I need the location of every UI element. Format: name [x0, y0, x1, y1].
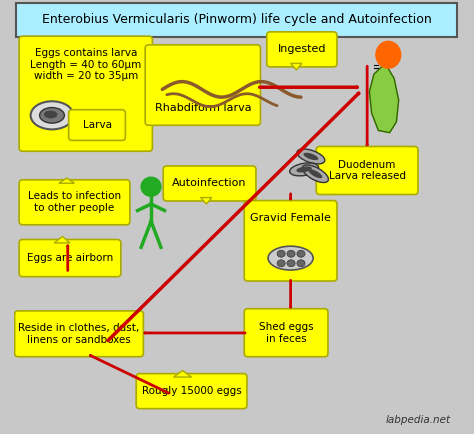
FancyBboxPatch shape — [19, 36, 153, 151]
Text: Reside in clothes, dust,
linens or sandboxes: Reside in clothes, dust, linens or sandb… — [18, 323, 140, 345]
FancyBboxPatch shape — [145, 45, 260, 125]
FancyBboxPatch shape — [19, 180, 130, 225]
Ellipse shape — [297, 149, 325, 164]
Text: Enterobius Vermicularis (Pinworm) life cycle and Autoinfection: Enterobius Vermicularis (Pinworm) life c… — [42, 13, 431, 26]
Text: Larva: Larva — [82, 120, 111, 130]
FancyBboxPatch shape — [19, 240, 121, 277]
Text: Eggs contains larva
Length = 40 to 60μm
width = 20 to 35μm: Eggs contains larva Length = 40 to 60μm … — [30, 48, 141, 82]
Polygon shape — [291, 63, 302, 70]
FancyBboxPatch shape — [244, 309, 328, 357]
Ellipse shape — [287, 250, 295, 257]
Ellipse shape — [268, 246, 313, 270]
Ellipse shape — [31, 101, 73, 129]
FancyBboxPatch shape — [136, 374, 247, 409]
Polygon shape — [54, 237, 70, 243]
Ellipse shape — [277, 250, 285, 257]
Text: Eggs are airborn: Eggs are airborn — [27, 253, 113, 263]
Text: Autoinfection: Autoinfection — [173, 178, 247, 188]
FancyBboxPatch shape — [69, 110, 126, 141]
Text: Shed eggs
in feces: Shed eggs in feces — [259, 322, 313, 344]
Text: Ingested: Ingested — [278, 44, 326, 54]
Text: Leads to infection
to other people: Leads to infection to other people — [28, 191, 121, 213]
Text: Duodenum
Larva released: Duodenum Larva released — [328, 160, 406, 181]
FancyBboxPatch shape — [316, 147, 418, 194]
Ellipse shape — [376, 41, 401, 68]
Ellipse shape — [309, 169, 322, 178]
Ellipse shape — [303, 153, 319, 160]
Ellipse shape — [302, 165, 328, 183]
Ellipse shape — [277, 260, 285, 267]
FancyBboxPatch shape — [163, 166, 256, 201]
Text: Rougly 15000 eggs: Rougly 15000 eggs — [142, 386, 241, 396]
Ellipse shape — [297, 250, 305, 257]
Text: Gravid Female: Gravid Female — [250, 213, 331, 223]
Polygon shape — [59, 178, 74, 183]
Ellipse shape — [290, 163, 319, 176]
Ellipse shape — [287, 260, 295, 267]
Circle shape — [141, 177, 161, 196]
Ellipse shape — [40, 108, 64, 123]
Ellipse shape — [44, 111, 57, 118]
Polygon shape — [369, 63, 399, 133]
Polygon shape — [173, 371, 191, 377]
Text: labpedia.net: labpedia.net — [385, 414, 450, 424]
Ellipse shape — [296, 166, 312, 172]
FancyBboxPatch shape — [267, 32, 337, 67]
Ellipse shape — [297, 260, 305, 267]
Polygon shape — [201, 197, 212, 204]
FancyBboxPatch shape — [16, 3, 457, 37]
Text: Rhabdiform larva: Rhabdiform larva — [155, 103, 251, 113]
FancyBboxPatch shape — [15, 311, 144, 357]
FancyBboxPatch shape — [244, 201, 337, 281]
